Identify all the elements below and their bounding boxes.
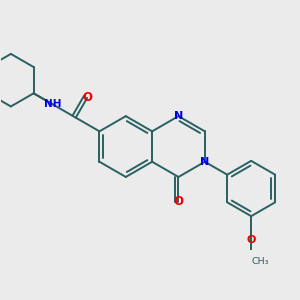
Text: CH₃: CH₃ xyxy=(252,257,269,266)
Text: O: O xyxy=(82,92,92,104)
Text: O: O xyxy=(247,236,256,245)
Text: N: N xyxy=(174,111,183,121)
Text: N: N xyxy=(200,157,209,167)
Text: NH: NH xyxy=(44,99,61,109)
Text: O: O xyxy=(173,195,184,208)
